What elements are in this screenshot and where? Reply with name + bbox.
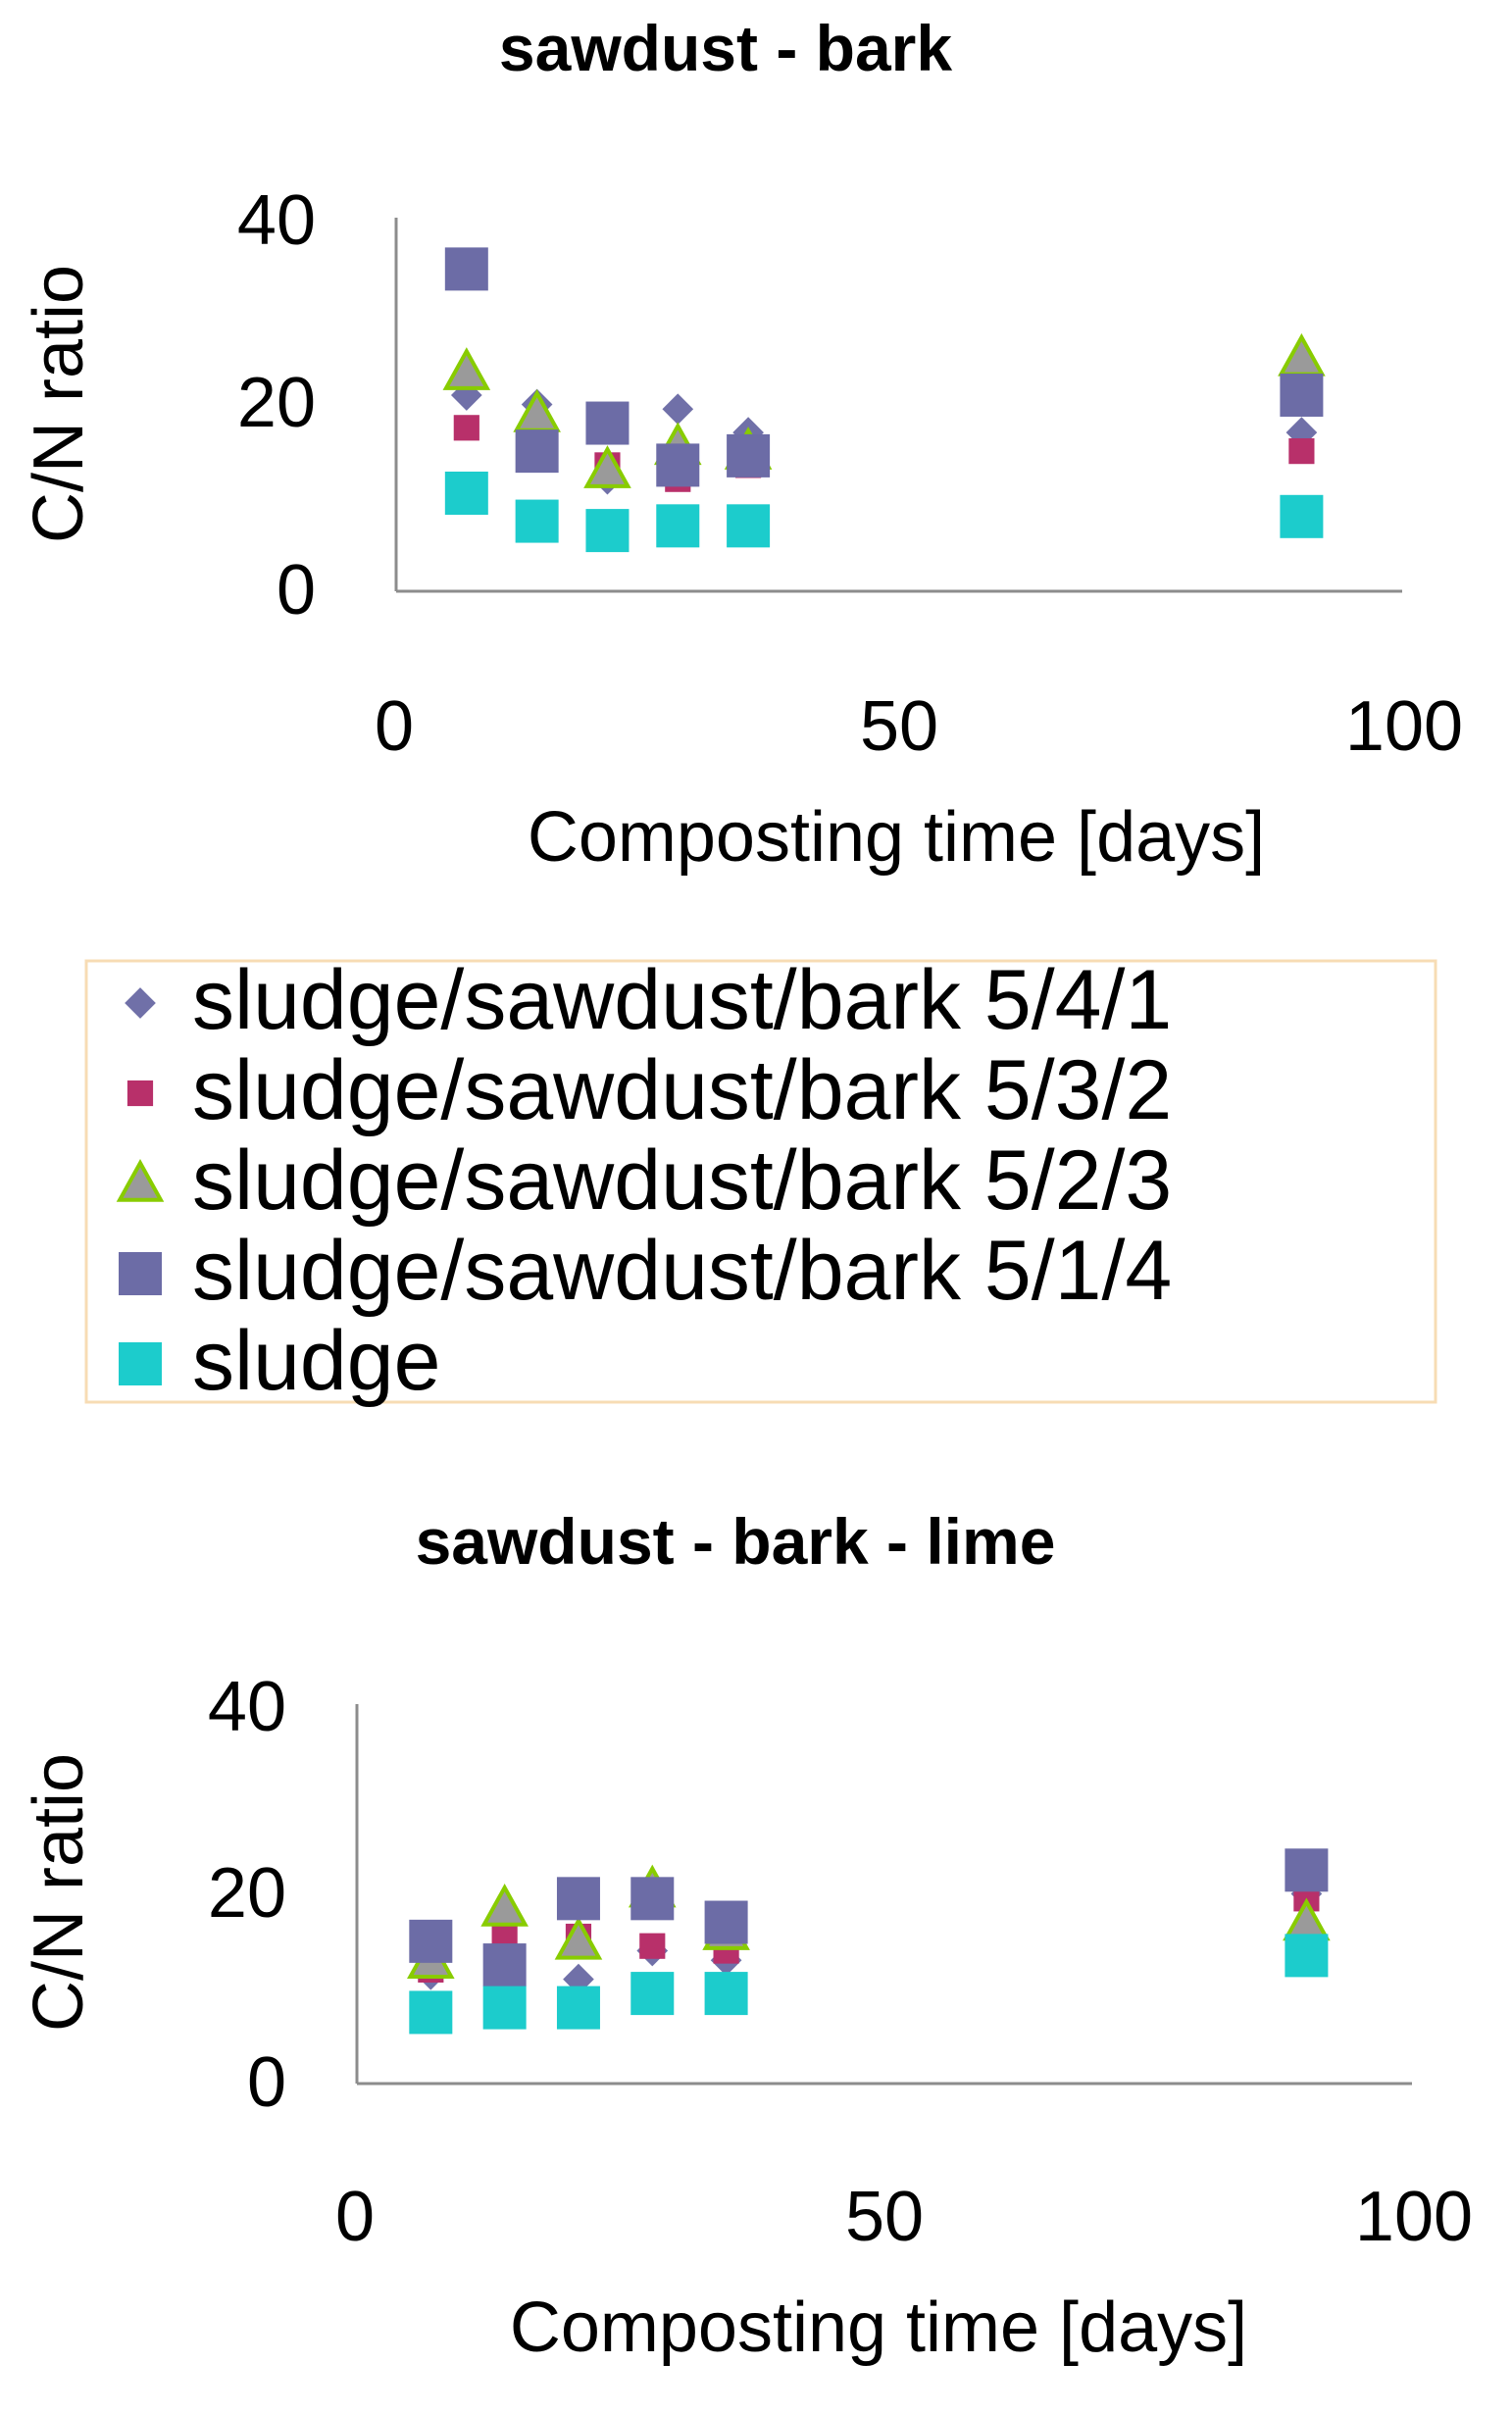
series-4 (409, 1848, 1329, 1987)
legend-marker-shape (125, 987, 156, 1019)
legend-marker-shape (119, 1342, 162, 1385)
data-point (554, 1916, 603, 1960)
data-point (656, 443, 700, 487)
series-3 (407, 1864, 1331, 1979)
chart-top-title: sawdust - bark (499, 12, 952, 84)
data-point (444, 471, 488, 515)
data-point (513, 389, 561, 432)
chart-bottom-ytick-20: 20 (208, 1854, 286, 1933)
data-point (453, 415, 479, 441)
data-point (1288, 438, 1315, 465)
chart-top-ytick-0: 0 (277, 551, 316, 629)
chart-bottom-x-axis-label: Composting time [days] (510, 2288, 1247, 2367)
data-point (480, 1883, 529, 1927)
chart-bottom-ytick-40: 40 (208, 1668, 286, 1746)
chart-bottom-title: sawdust - bark - lime (416, 1505, 1056, 1578)
legend-item: sludge/sawdust/bark 5/1/4 (119, 1224, 1172, 1318)
legend-marker-square-icon (119, 1342, 162, 1385)
chart-top-ytick-40: 40 (237, 181, 316, 260)
data-point (1280, 494, 1324, 538)
series-1 (450, 379, 1318, 495)
legend-label: sludge/sawdust/bark 5/3/2 (192, 1043, 1172, 1137)
legend-label: sludge/sawdust/bark 5/4/1 (192, 953, 1172, 1047)
data-point (639, 1933, 666, 1959)
chart-bottom-xtick-100: 100 (1355, 2178, 1473, 2256)
data-point (556, 1877, 600, 1921)
data-point (656, 504, 700, 548)
chart-top-xtick-100: 100 (1345, 687, 1463, 766)
legend-items: sludge/sawdust/bark 5/4/1 sludge/sawdust… (116, 953, 1172, 1408)
data-point (585, 509, 630, 553)
data-point (482, 1943, 527, 1987)
legend-marker-shape (119, 1252, 162, 1295)
data-point (444, 247, 488, 291)
series-3 (442, 332, 1326, 488)
data-point (630, 1877, 675, 1921)
data-point (1280, 373, 1324, 417)
chart-bottom-y-axis-label: C/N ratio (20, 1753, 98, 2032)
chart-bottom-xtick-0: 0 (335, 2178, 375, 2256)
legend: sludge/sawdust/bark 5/4/1 sludge/sawdust… (84, 953, 1437, 1408)
data-point (556, 1986, 600, 2030)
series-2 (453, 415, 1315, 492)
data-point (662, 393, 694, 426)
legend-marker-square-icon (119, 1252, 162, 1295)
legend-box (84, 959, 1437, 1404)
chart-top-markers (442, 247, 1326, 553)
chart-bottom-ytick-0: 0 (247, 2043, 286, 2122)
data-point (1285, 1848, 1329, 1892)
data-point (583, 445, 631, 488)
chart-bottom-xtick-50: 50 (845, 2178, 924, 2256)
legend-label: sludge/sawdust/bark 5/1/4 (192, 1224, 1172, 1318)
data-point (585, 401, 630, 445)
chart-top-ytick-20: 20 (237, 364, 316, 442)
legend-item: sludge (119, 1314, 440, 1408)
legend-item: sludge/sawdust/bark 5/2/3 (116, 1133, 1172, 1228)
chart-top-x-axis-label: Composting time [days] (528, 798, 1265, 877)
series-4 (444, 247, 1324, 487)
data-point (515, 429, 559, 474)
data-point (727, 433, 771, 478)
legend-label: sludge (192, 1314, 440, 1408)
legend-item: sludge/sawdust/bark 5/3/2 (126, 1043, 1172, 1137)
series-5 (444, 471, 1324, 553)
legend-marker-small-square-icon (126, 1080, 154, 1107)
data-point (515, 499, 559, 543)
series-2 (418, 1886, 1320, 1983)
chart-bottom-markers (407, 1848, 1331, 2035)
data-point (727, 504, 771, 548)
legend-marker-shape (126, 1080, 154, 1107)
data-point (1285, 417, 1318, 448)
data-point (704, 1900, 748, 1944)
data-point (1278, 332, 1326, 377)
chart-top-xtick-0: 0 (375, 687, 414, 766)
series-1 (415, 1878, 1323, 1995)
chart-bottom: sawdust - bark - lime 40 20 0 0 50 100 C… (20, 1505, 1473, 2367)
legend-marker-diamond-icon (125, 987, 156, 1019)
chart-top-y-axis-label: C/N ratio (20, 265, 98, 543)
legend-label: sludge/sawdust/bark 5/2/3 (192, 1133, 1172, 1228)
legend-marker-triangle-icon (116, 1158, 165, 1202)
data-point (442, 347, 491, 390)
data-point (1285, 1934, 1329, 1978)
data-point (1283, 1897, 1331, 1941)
chart-top: sawdust - bark 40 20 0 0 50 100 Composti… (20, 12, 1463, 877)
chart-top-xtick-50: 50 (860, 687, 938, 766)
legend-item: sludge/sawdust/bark 5/4/1 (125, 953, 1172, 1047)
data-point (409, 1919, 453, 1963)
data-point (482, 1986, 527, 2030)
data-point (630, 1972, 675, 2016)
legend-marker-shape (116, 1158, 165, 1202)
series-5 (409, 1934, 1329, 2035)
data-point (704, 1972, 748, 2016)
data-point (409, 1990, 453, 2035)
